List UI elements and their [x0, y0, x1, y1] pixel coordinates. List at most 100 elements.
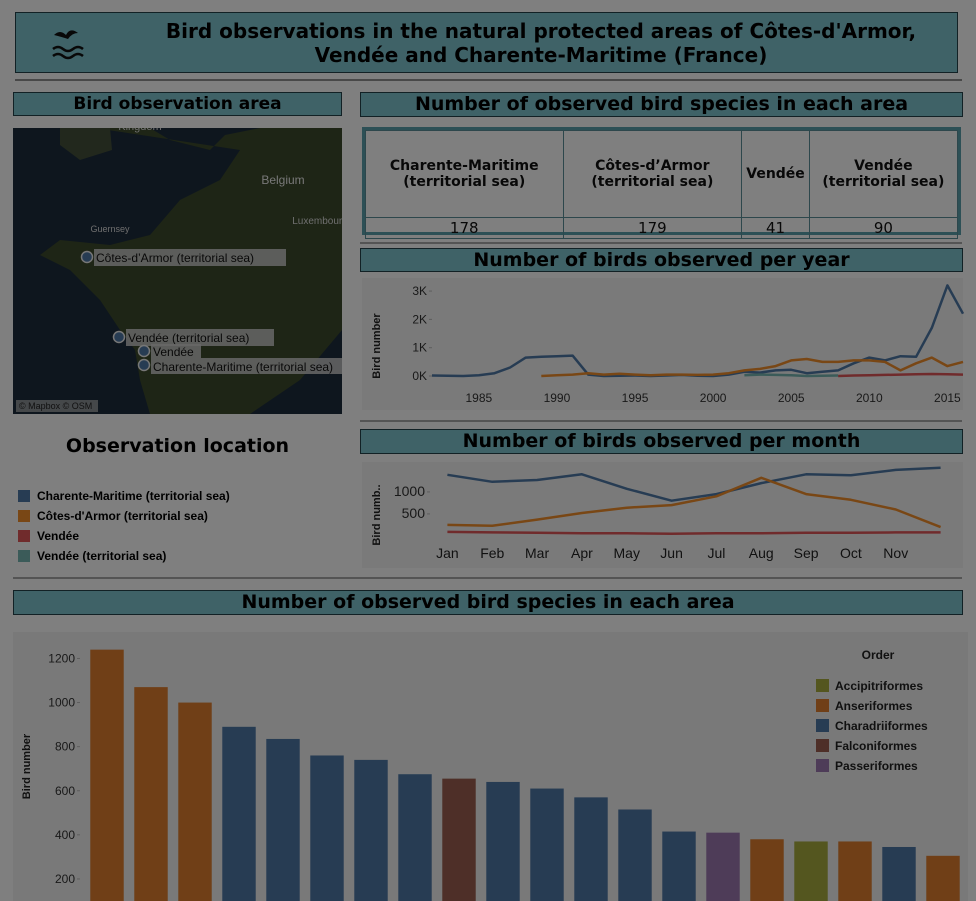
bar — [178, 702, 212, 901]
legend-item: Vendée (territorial sea) — [18, 546, 348, 566]
bar — [618, 809, 652, 901]
map-label: Luxembourg — [292, 216, 348, 227]
y-tick-label: 800 — [55, 740, 75, 754]
bar — [90, 649, 124, 901]
x-tick-label: 2005 — [778, 391, 805, 405]
legend: Charente-Maritime (territorial sea) Côtes… — [18, 486, 348, 566]
legend-swatch — [18, 550, 30, 562]
legend-swatch — [816, 679, 829, 692]
legend-swatch — [816, 739, 829, 752]
bar — [706, 832, 740, 901]
table-value: 178 — [365, 217, 564, 239]
legend-swatch — [18, 530, 30, 542]
table-header: Vendée — [741, 130, 810, 218]
map-marker[interactable] — [137, 344, 151, 358]
legend-label: Anseriformes — [835, 699, 913, 713]
x-tick-label: Apr — [571, 545, 593, 561]
legend-swatch — [816, 759, 829, 772]
table-header: Charente-Maritime (territorial sea) — [365, 130, 564, 218]
y-axis-label: Bird number — [371, 313, 383, 379]
x-tick-label: 2000 — [700, 391, 727, 405]
map-location: Charente-Maritime (territorial sea) — [153, 360, 333, 374]
bar — [354, 759, 388, 901]
table-header: Côtes-d’Armor (territorial sea) — [562, 130, 743, 218]
y-tick-label: 400 — [55, 828, 75, 842]
x-tick-label: Aug — [749, 545, 774, 561]
y-axis-label: Bird numb.. — [371, 484, 383, 545]
map-location: Côtes-d’Armor (territorial sea) — [96, 251, 254, 265]
y-tick-label: 2K — [412, 312, 427, 326]
panel-title: Number of observed bird species in each … — [13, 590, 963, 615]
map: Kingdom Belgium Guernsey Luxembourg Côte… — [13, 128, 348, 414]
x-tick-label: Nov — [883, 545, 908, 561]
legend-swatch — [816, 719, 829, 732]
x-tick-label: 1995 — [622, 391, 649, 405]
x-tick-label: Oct — [840, 545, 862, 561]
y-tick-label: 1000 — [48, 696, 75, 710]
map-location: Vendée (territorial sea) — [128, 331, 249, 345]
legend-label: Accipitriformes — [835, 679, 923, 693]
bar — [442, 778, 476, 901]
legend-item: Vendée — [18, 526, 348, 546]
bar — [310, 755, 344, 901]
bar — [222, 726, 256, 901]
bar — [266, 738, 300, 901]
x-tick-label: Jan — [436, 545, 459, 561]
logo — [52, 30, 84, 60]
panel-title: Bird observation area — [13, 92, 342, 116]
map-marker[interactable] — [137, 358, 151, 372]
bar — [398, 774, 432, 901]
legend-label: Côtes-d'Armor (territorial sea) — [37, 509, 208, 523]
bar — [794, 841, 828, 901]
legend-item: Charente-Maritime (territorial sea) — [18, 486, 348, 506]
y-axis-label: Bird number — [21, 733, 33, 799]
legend-label: Falconiformes — [835, 739, 917, 753]
x-tick-label: 1990 — [544, 391, 571, 405]
y-tick-label: 600 — [55, 784, 75, 798]
table-header-row: Charente-Maritime (territorial sea) Côtes… — [365, 130, 959, 218]
map-attribution: © Mapbox © OSM — [19, 401, 92, 411]
table-header: Vendée (territorial sea) — [808, 130, 959, 218]
x-tick-label: Sep — [794, 545, 819, 561]
x-tick-label: 1985 — [466, 391, 493, 405]
map-label: Belgium — [261, 173, 304, 187]
legend-title: Observation location — [65, 435, 290, 457]
legend-swatch — [18, 510, 30, 522]
x-tick-label: Jul — [707, 545, 725, 561]
x-tick-label: 2010 — [856, 391, 883, 405]
legend-label: Charadriiformes — [835, 719, 928, 733]
legend-title: Order — [862, 648, 895, 662]
legend-label: Passeriformes — [835, 759, 918, 773]
y-tick-label: 1000 — [394, 483, 425, 499]
y-tick-label: 1200 — [48, 651, 75, 665]
map-marker[interactable] — [112, 330, 126, 344]
bar — [926, 855, 960, 901]
panel-title: Number of birds observed per year — [360, 248, 963, 272]
bar — [134, 687, 168, 901]
legend-label: Charente-Maritime (territorial sea) — [37, 489, 230, 503]
legend-swatch — [18, 490, 30, 502]
table-value: 90 — [808, 217, 959, 239]
y-tick-label: 0K — [412, 369, 427, 383]
bar — [662, 831, 696, 901]
table: Charente-Maritime (territorial sea) Côtes… — [365, 130, 959, 239]
panel-title: Number of observed bird species in each … — [360, 92, 963, 117]
bar — [882, 846, 916, 901]
map-location: Vendée — [153, 345, 194, 359]
bar — [530, 788, 564, 901]
x-tick-label: Mar — [525, 545, 549, 561]
x-tick-label: May — [614, 545, 640, 561]
legend-item: Côtes-d'Armor (territorial sea) — [18, 506, 348, 526]
species-table: Charente-Maritime (territorial sea) Côtes… — [362, 127, 961, 239]
map-label: Guernsey — [90, 224, 130, 234]
x-tick-label: Jun — [660, 545, 683, 561]
y-tick-label: 200 — [55, 872, 75, 886]
legend-label: Vendée — [37, 529, 80, 543]
map-marker[interactable] — [80, 250, 94, 264]
table-value-row: 178 179 41 90 — [365, 217, 959, 239]
bar — [750, 839, 784, 901]
series-line — [744, 373, 839, 378]
bar — [574, 797, 608, 901]
table-value: 179 — [562, 217, 743, 239]
